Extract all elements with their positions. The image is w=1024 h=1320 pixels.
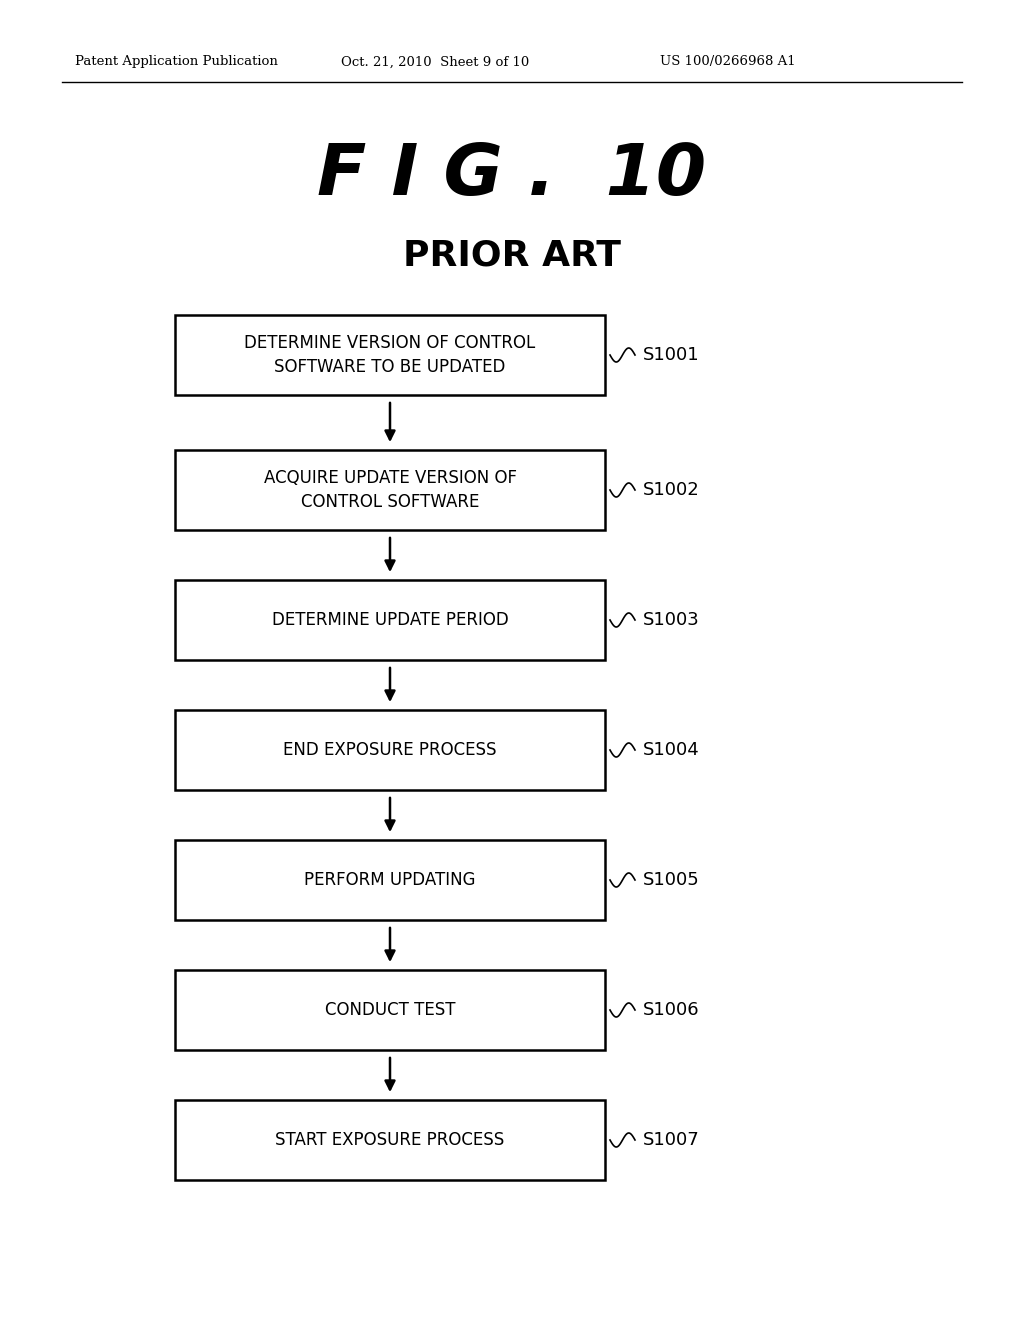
Text: PERFORM UPDATING: PERFORM UPDATING	[304, 871, 476, 888]
Bar	[175, 450, 605, 531]
Text: DETERMINE UPDATE PERIOD: DETERMINE UPDATE PERIOD	[271, 611, 508, 630]
Bar	[175, 970, 605, 1049]
Text: PRIOR ART: PRIOR ART	[403, 238, 621, 272]
Text: Oct. 21, 2010  Sheet 9 of 10: Oct. 21, 2010 Sheet 9 of 10	[341, 55, 529, 69]
Bar	[175, 1100, 605, 1180]
Bar	[175, 315, 605, 395]
Text: S1006: S1006	[643, 1001, 699, 1019]
Text: S1007: S1007	[643, 1131, 699, 1148]
Text: S1002: S1002	[643, 480, 699, 499]
Text: F I G .  10: F I G . 10	[317, 140, 707, 210]
Bar	[175, 710, 605, 789]
Text: START EXPOSURE PROCESS: START EXPOSURE PROCESS	[275, 1131, 505, 1148]
Text: S1003: S1003	[643, 611, 699, 630]
Bar	[175, 579, 605, 660]
Text: CONDUCT TEST: CONDUCT TEST	[325, 1001, 456, 1019]
Text: ACQUIRE UPDATE VERSION OF
CONTROL SOFTWARE: ACQUIRE UPDATE VERSION OF CONTROL SOFTWA…	[263, 469, 516, 511]
Text: DETERMINE VERSION OF CONTROL
SOFTWARE TO BE UPDATED: DETERMINE VERSION OF CONTROL SOFTWARE TO…	[245, 334, 536, 376]
Text: S1001: S1001	[643, 346, 699, 364]
Text: Patent Application Publication: Patent Application Publication	[75, 55, 278, 69]
Text: END EXPOSURE PROCESS: END EXPOSURE PROCESS	[284, 741, 497, 759]
Text: S1005: S1005	[643, 871, 699, 888]
Bar	[175, 840, 605, 920]
Text: S1004: S1004	[643, 741, 699, 759]
Text: US 100/0266968 A1: US 100/0266968 A1	[660, 55, 796, 69]
